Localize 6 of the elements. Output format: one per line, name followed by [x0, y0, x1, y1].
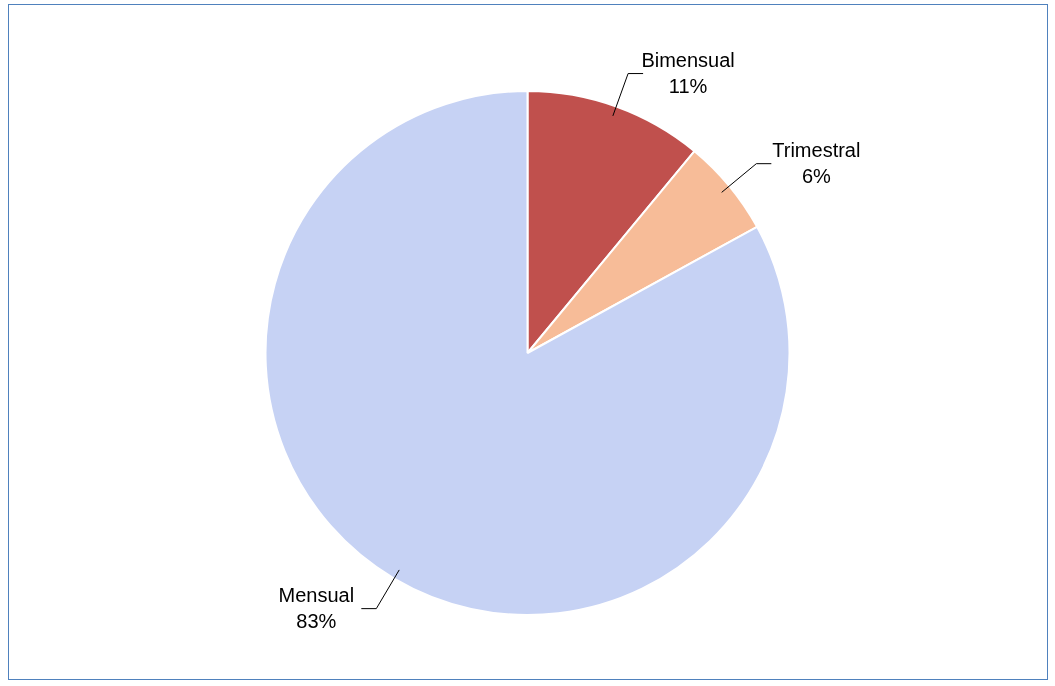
data-label: 11% — [668, 75, 708, 98]
slice-label: Mensual — [278, 584, 355, 607]
slice-label: Trimestral — [772, 139, 861, 162]
slice-label: Bimensual — [641, 49, 735, 72]
data-label: 83% — [296, 610, 337, 633]
data-label: 6% — [801, 165, 832, 188]
